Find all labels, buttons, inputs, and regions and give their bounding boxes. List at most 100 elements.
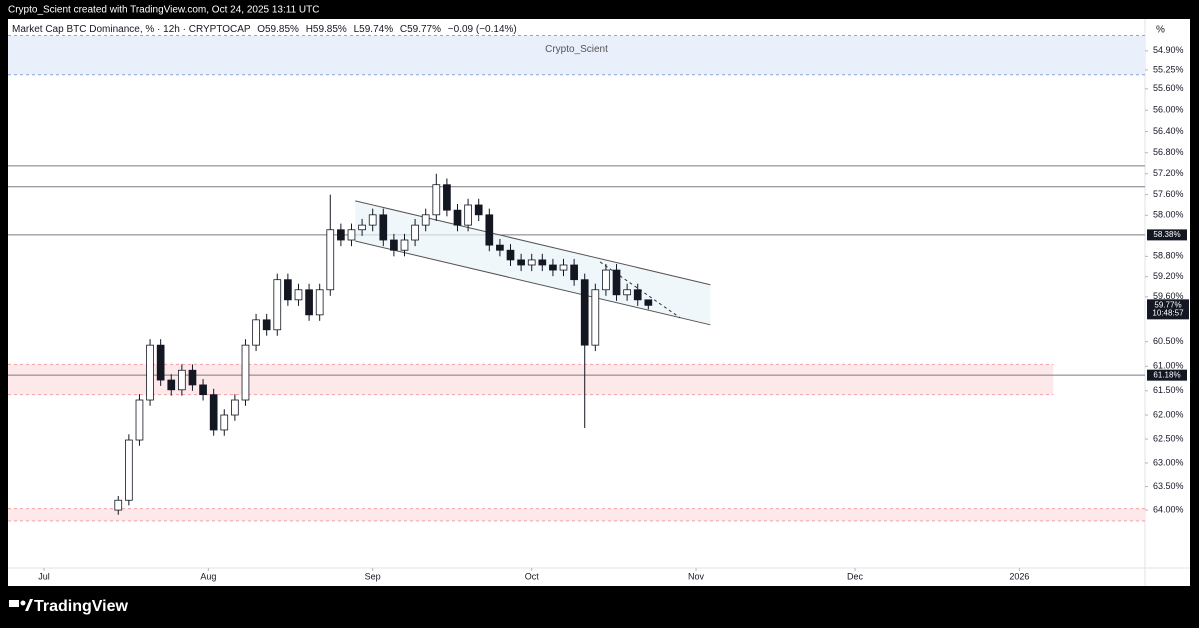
last-price-box <box>1147 299 1189 320</box>
candle-body <box>390 239 398 251</box>
y-tick-label: 58.00% <box>1153 210 1184 220</box>
change-legend: −0.09 (−0.14%) <box>448 24 517 35</box>
candle-body <box>400 239 409 251</box>
last-price-label: 59.77% <box>1154 300 1181 309</box>
candle-body <box>326 229 335 291</box>
candle-body <box>411 224 419 241</box>
candle-body <box>432 184 441 216</box>
candle-body <box>580 279 589 346</box>
candle-body <box>167 379 176 391</box>
high-legend: H59.85% <box>306 24 347 35</box>
y-tick-label: 55.60% <box>1153 83 1184 93</box>
candle-body <box>570 264 578 281</box>
x-tick-label: Oct <box>525 571 540 581</box>
zone <box>8 508 1145 521</box>
y-tick-label: 56.80% <box>1153 147 1184 157</box>
candle-body <box>114 499 123 511</box>
y-tick-label: 64.00% <box>1153 504 1184 514</box>
legend: Market Cap BTC Dominance, % · 12h · CRYP… <box>12 24 517 35</box>
candle-body <box>453 209 462 226</box>
candle-body <box>347 229 356 241</box>
y-tick-label: 62.00% <box>1153 409 1184 419</box>
candle-body <box>337 229 345 241</box>
price-label: 61.18% <box>1153 370 1180 379</box>
candle-body <box>252 319 260 346</box>
x-tick-label: Nov <box>688 571 705 581</box>
logo <box>9 599 33 611</box>
y-tick-label: 57.60% <box>1153 189 1184 199</box>
x-tick-label: Dec <box>847 571 864 581</box>
candle-body <box>633 289 642 301</box>
candle-body <box>156 344 165 381</box>
symbol: Market Cap BTC Dominance, % · 12h · CRYP… <box>12 24 251 35</box>
y-unit: % <box>1156 25 1165 36</box>
y-tick-label: 55.25% <box>1153 64 1184 74</box>
candle-body <box>559 264 568 271</box>
candle-body <box>623 289 631 296</box>
candle-body <box>474 204 483 216</box>
candle-body <box>358 224 366 231</box>
y-tick-label: 59.60% <box>1153 291 1184 301</box>
logo-mark <box>25 599 33 611</box>
candle-body <box>506 249 515 261</box>
zone <box>8 35 1145 75</box>
logo-mark <box>9 600 19 607</box>
candle-body <box>612 269 621 296</box>
candle-body <box>135 399 144 441</box>
candle-body <box>315 289 324 316</box>
y-tick-label: 61.00% <box>1153 361 1184 371</box>
logo-mark <box>20 600 26 606</box>
candle-body <box>464 204 472 226</box>
y-tick-label: 57.20% <box>1153 168 1184 178</box>
close-legend: C59.77% <box>400 24 441 35</box>
candle-body <box>644 299 653 306</box>
candle-body <box>178 369 186 391</box>
x-tick-label: Sep <box>365 571 381 581</box>
candle-body <box>231 399 239 416</box>
y-tick-label: 58.80% <box>1153 251 1184 261</box>
x-tick-label: Aug <box>200 571 216 581</box>
y-tick-label: 60.50% <box>1153 336 1184 346</box>
credit: Crypto_Scient created with TradingView.c… <box>8 5 319 16</box>
countdown: 10:48:57 <box>1152 308 1184 317</box>
y-tick-label: 56.40% <box>1153 126 1184 136</box>
brand: TradingView <box>34 598 129 615</box>
channel-line <box>355 200 711 286</box>
y-tick-label: 62.50% <box>1153 433 1184 443</box>
y-tick-label: 56.00% <box>1153 105 1184 115</box>
candle-body <box>220 414 229 431</box>
candle-body <box>273 279 282 331</box>
price-label-box <box>1147 369 1187 381</box>
candle-body <box>368 214 377 226</box>
candle-body <box>591 289 600 346</box>
candle-body <box>496 244 504 251</box>
candle-body <box>199 384 207 396</box>
candle-body <box>549 264 557 271</box>
candle-body <box>146 344 154 401</box>
y-tick-label: 61.50% <box>1153 385 1184 395</box>
candle-body <box>443 184 451 211</box>
open-legend: O59.85% <box>257 24 299 35</box>
candle-body <box>305 289 313 316</box>
price-label-box <box>1147 229 1187 241</box>
y-tick-label: 63.00% <box>1153 457 1184 467</box>
candle-body <box>209 394 218 431</box>
candle-body <box>517 259 525 266</box>
zone-label: Crypto_Scient <box>545 44 608 55</box>
candle-body <box>125 439 133 501</box>
candle-body <box>284 279 292 301</box>
candle-body <box>188 369 197 386</box>
y-tick-label: 54.90% <box>1153 45 1184 55</box>
y-tick-label: 59.20% <box>1153 271 1184 281</box>
x-tick-label: 2026 <box>1009 571 1029 581</box>
y-tick-label: 63.50% <box>1153 481 1184 491</box>
candle-body <box>538 259 547 266</box>
candle-body <box>262 319 271 331</box>
candle-body <box>294 289 303 301</box>
channel-line <box>355 240 711 326</box>
candle-body <box>527 259 536 266</box>
x-tick-label: Jul <box>38 571 50 581</box>
low-legend: L59.74% <box>354 24 394 35</box>
candle-body <box>241 344 250 401</box>
